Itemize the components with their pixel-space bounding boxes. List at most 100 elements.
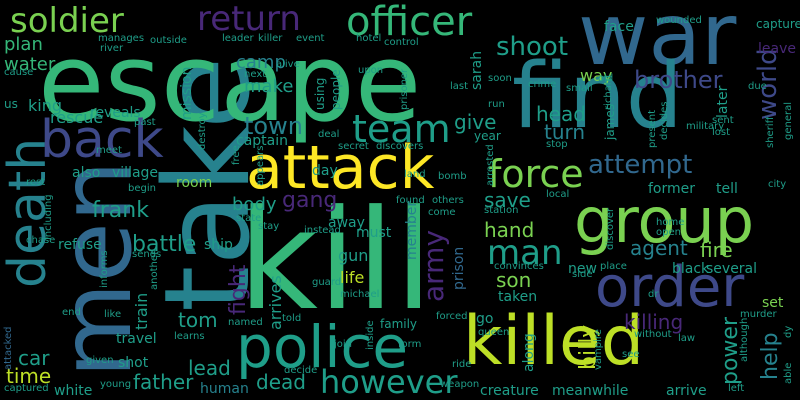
word-state: state bbox=[236, 213, 262, 224]
word-begin: begin bbox=[128, 183, 156, 194]
word-creature: creature bbox=[480, 383, 539, 399]
word-battle: battle bbox=[132, 232, 197, 257]
word-way: way bbox=[580, 66, 613, 85]
word-learns: learns bbox=[174, 331, 205, 342]
word-attack: attack bbox=[246, 133, 435, 203]
word-arrive: arrive bbox=[666, 383, 707, 399]
word-land: land bbox=[404, 169, 426, 180]
word-michael: michael bbox=[340, 289, 380, 300]
word-leave: leave bbox=[758, 41, 796, 57]
word-prisoner: prisoner bbox=[399, 68, 410, 110]
word-gang: gang bbox=[282, 188, 338, 213]
word-man: man bbox=[487, 233, 563, 273]
word-dr: dr bbox=[648, 289, 659, 300]
word-force: force bbox=[488, 152, 584, 196]
word-local: local bbox=[546, 189, 570, 200]
word-lead: lead bbox=[188, 356, 231, 380]
word-officer: officer bbox=[346, 0, 473, 45]
word-next: next bbox=[244, 69, 267, 80]
word-free: free bbox=[231, 145, 242, 165]
word-kill: kill bbox=[238, 180, 433, 341]
word-instead: instead bbox=[304, 225, 341, 236]
word-murder: murder bbox=[740, 309, 777, 320]
word-vampire: vampire bbox=[593, 329, 604, 370]
word-camp: camp bbox=[236, 52, 286, 73]
word-queen: queen bbox=[478, 327, 510, 338]
word-rest: rest bbox=[26, 177, 46, 188]
word-cause: cause bbox=[4, 67, 34, 78]
word-join: join bbox=[334, 339, 353, 350]
word-left: left bbox=[728, 383, 745, 394]
word-return: return bbox=[197, 0, 301, 39]
word-water: water bbox=[4, 54, 56, 75]
word-war: war bbox=[578, 0, 737, 85]
word-manages: manages bbox=[98, 33, 145, 44]
word-soldier: soldier bbox=[10, 1, 124, 41]
word-find: find bbox=[512, 44, 683, 149]
word-alive: alive bbox=[276, 59, 300, 70]
word-ride: ride bbox=[452, 359, 472, 370]
word-taken: taken bbox=[498, 289, 538, 305]
word-general: general bbox=[783, 101, 794, 140]
word-dy: dy bbox=[783, 325, 794, 338]
word-team: team bbox=[352, 107, 451, 151]
word-member: member bbox=[404, 200, 420, 260]
word-others: others bbox=[432, 195, 464, 206]
word-side: side bbox=[572, 269, 593, 280]
word-train: train bbox=[132, 292, 151, 330]
word-decide: decide bbox=[284, 365, 318, 376]
word-frank: frank bbox=[92, 198, 149, 223]
word-military: military bbox=[686, 121, 725, 132]
word-sheriff: sheriff bbox=[765, 116, 776, 148]
word-meet: meet bbox=[96, 145, 122, 156]
word-attempt: attempt bbox=[588, 150, 693, 180]
word-town: town bbox=[244, 112, 303, 140]
word-secret: secret bbox=[338, 141, 369, 152]
word-another: another bbox=[149, 250, 160, 290]
word-including: including bbox=[43, 194, 54, 240]
word-come: come bbox=[428, 207, 456, 218]
word-present: present bbox=[647, 109, 658, 148]
word-captured: captured bbox=[4, 383, 49, 394]
word-upon: upon bbox=[358, 65, 384, 76]
word-reveals: reveals bbox=[90, 105, 141, 121]
word-like: like bbox=[104, 309, 122, 320]
word-white: white bbox=[54, 383, 93, 399]
word-see: see bbox=[622, 349, 640, 360]
word-life: life bbox=[340, 268, 365, 287]
word-day: day bbox=[312, 163, 338, 179]
word-home: home bbox=[656, 217, 685, 228]
word-refuse: refuse bbox=[58, 237, 102, 253]
word-killed: killed bbox=[463, 302, 645, 381]
word-shot: shot bbox=[118, 355, 149, 371]
word-king: king bbox=[28, 96, 63, 115]
word-small: small bbox=[566, 83, 593, 94]
word-save: save bbox=[484, 188, 531, 212]
word-crime: crime bbox=[528, 79, 557, 90]
word-new: new bbox=[568, 261, 597, 277]
word-discovers: discovers bbox=[376, 141, 424, 152]
word-help: help bbox=[758, 332, 783, 380]
word-away: away bbox=[328, 215, 365, 231]
word-stop: stop bbox=[546, 139, 568, 150]
word-capture: capture bbox=[756, 17, 800, 31]
word-army: army bbox=[417, 229, 450, 302]
word-found: found bbox=[396, 195, 425, 206]
word-young: young bbox=[100, 379, 132, 390]
word-killer: killer bbox=[258, 33, 283, 44]
word-discover: discover bbox=[605, 207, 616, 250]
word-brother: brother bbox=[634, 66, 723, 94]
word-place: place bbox=[600, 261, 627, 272]
word-outside: outside bbox=[150, 35, 187, 46]
word-chase: chase bbox=[26, 235, 56, 246]
word-given: given bbox=[86, 355, 114, 366]
word-without: without bbox=[634, 329, 672, 340]
word-tom: tom bbox=[178, 308, 218, 332]
word-set: set bbox=[762, 295, 784, 311]
word-police: police bbox=[236, 313, 409, 381]
word-turn: turn bbox=[544, 120, 586, 144]
word-gun: gun bbox=[338, 246, 369, 265]
word-along: along bbox=[521, 333, 537, 372]
word-order: order bbox=[595, 255, 745, 320]
word-inside: inside bbox=[365, 320, 376, 350]
